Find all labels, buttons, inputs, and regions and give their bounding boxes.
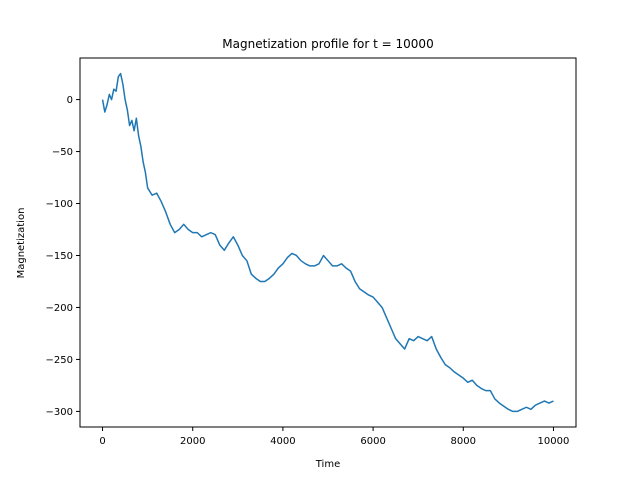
x-tick-label: 6000 <box>360 436 385 447</box>
y-tick-label: 0 <box>67 95 73 106</box>
x-tick-label: 8000 <box>451 436 476 447</box>
x-tick-label: 4000 <box>270 436 295 447</box>
y-tick-label: −250 <box>46 355 73 366</box>
y-axis-label: Magnetization <box>16 208 27 279</box>
x-tick-label: 0 <box>99 436 105 447</box>
y-tick-label: −100 <box>46 199 73 210</box>
axes-frame <box>79 57 577 428</box>
x-tick-label: 2000 <box>180 436 205 447</box>
chart-title: Magnetization profile for t = 10000 <box>222 37 433 51</box>
series-line-0 <box>101 72 554 413</box>
x-axis-label: Time <box>315 459 340 470</box>
y-tick-label: −200 <box>46 303 73 314</box>
y-tick-label: −150 <box>46 251 73 262</box>
plot-area <box>101 72 554 413</box>
y-tick-label: −50 <box>52 147 73 158</box>
x-tick-label: 10000 <box>538 436 570 447</box>
y-axis: 0 −50 −100 −150 −200 −250 −300 <box>46 95 80 418</box>
x-axis: 0 2000 4000 6000 8000 10000 <box>99 427 569 447</box>
y-tick-label: −300 <box>46 407 73 418</box>
